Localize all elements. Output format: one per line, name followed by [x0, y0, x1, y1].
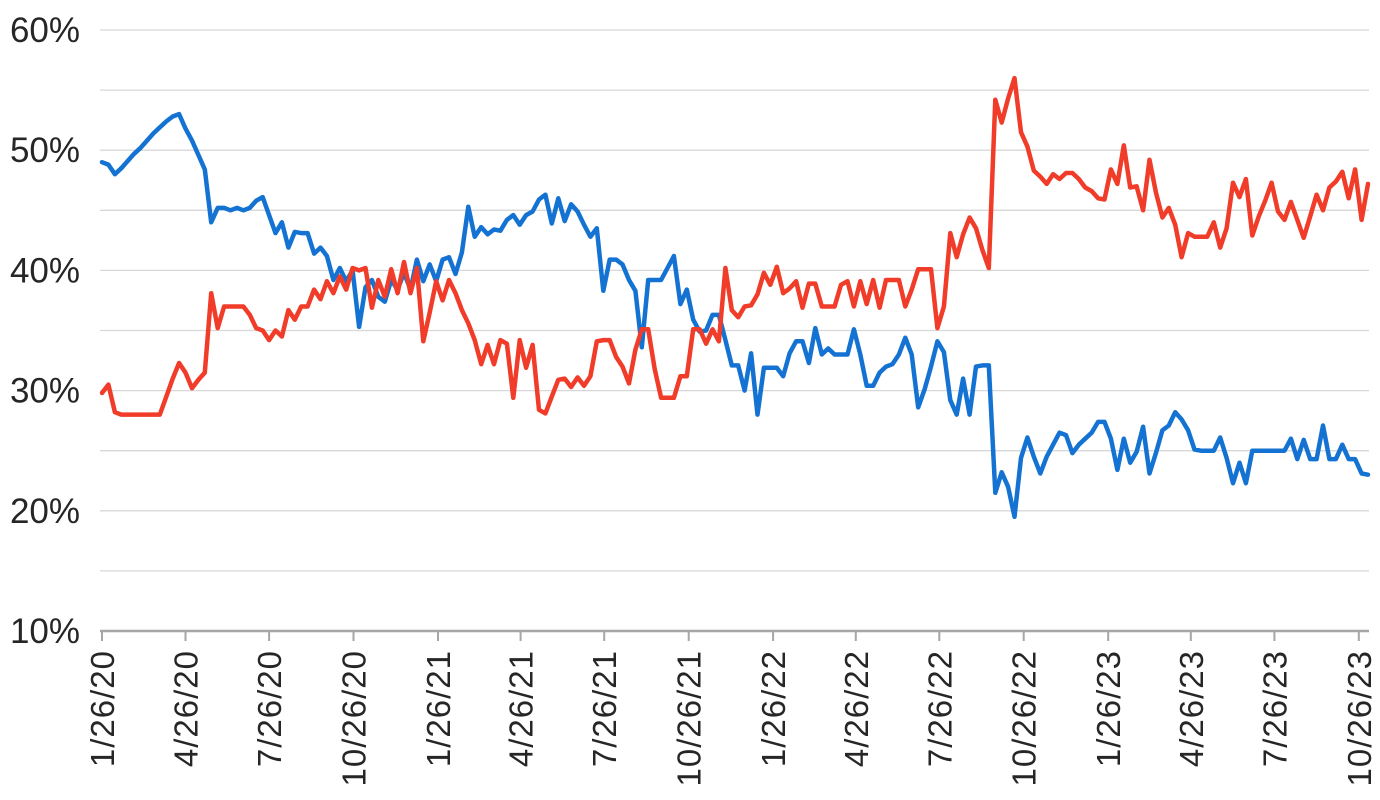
- y-axis-labels: 10% 20% 30% 40% 50% 60%: [10, 11, 80, 651]
- x-axis-label: 4/26/21: [503, 650, 540, 767]
- x-axis-label: 1/26/22: [755, 650, 792, 767]
- x-axis-label: 7/26/23: [1256, 650, 1293, 767]
- x-axis-label: 1/26/20: [84, 650, 121, 767]
- x-axis-label: 1/26/23: [1090, 650, 1127, 767]
- x-axis-label: 7/26/21: [586, 650, 623, 767]
- x-axis-label: 10/26/22: [1006, 650, 1043, 786]
- y-axis-label: 40%: [10, 251, 80, 290]
- x-axis-label: 4/26/23: [1173, 650, 1210, 767]
- red-series-line: [99, 75, 1371, 417]
- x-axis-label: 10/26/23: [1341, 650, 1378, 786]
- x-axis: [100, 629, 1369, 641]
- y-axis-label: 20%: [10, 492, 80, 531]
- data-series: [99, 75, 1371, 520]
- gridlines: [100, 29, 1369, 572]
- x-axis-label: 1/26/21: [420, 650, 457, 767]
- y-axis-label: 60%: [10, 11, 80, 50]
- x-axis-label: 10/26/21: [671, 650, 708, 786]
- x-axis-label: 4/26/20: [168, 650, 205, 767]
- x-axis-labels: 1/26/20 4/26/20 7/26/20 10/26/20 1/26/21 4/26…: [84, 650, 1378, 786]
- x-axis-label: 7/26/22: [921, 650, 958, 767]
- y-axis-label: 30%: [10, 372, 80, 411]
- x-axis-label: 10/26/20: [336, 650, 373, 786]
- x-axis-label: 7/26/20: [251, 650, 288, 767]
- x-axis-label: 4/26/22: [838, 650, 875, 767]
- blue-series-line: [99, 111, 1371, 520]
- y-axis-label: 50%: [10, 131, 80, 170]
- y-axis-label: 10%: [10, 612, 80, 651]
